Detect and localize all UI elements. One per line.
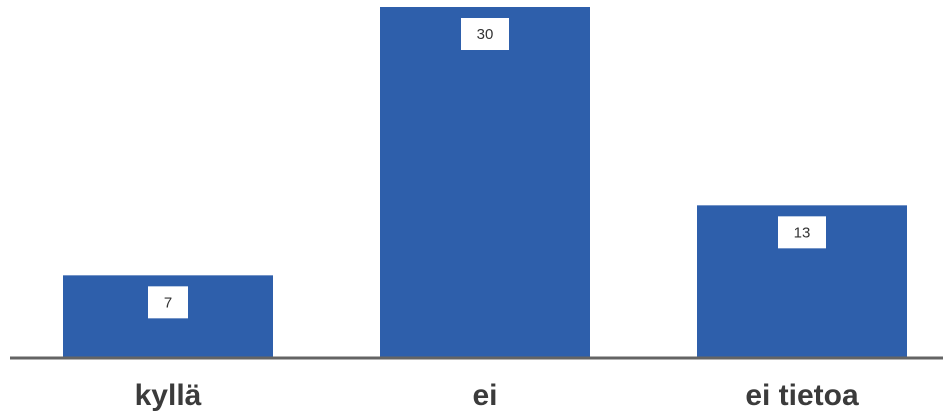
data-label-box-0 <box>148 286 188 319</box>
category-label-2: ei tietoa <box>745 379 859 412</box>
category-label-1: ei <box>472 379 497 412</box>
data-labels-group: 7 30 13 <box>148 18 826 319</box>
data-label-box-2 <box>778 216 826 249</box>
bars-group <box>63 7 907 357</box>
category-label-0: kyllä <box>135 379 202 412</box>
data-label-1: 30 <box>477 26 494 43</box>
bar-1 <box>380 7 590 357</box>
data-label-box-1 <box>461 18 509 50</box>
data-label-0: 7 <box>164 294 172 311</box>
data-label-2: 13 <box>794 224 811 241</box>
category-labels-group: kyllä ei ei tietoa <box>135 379 859 412</box>
